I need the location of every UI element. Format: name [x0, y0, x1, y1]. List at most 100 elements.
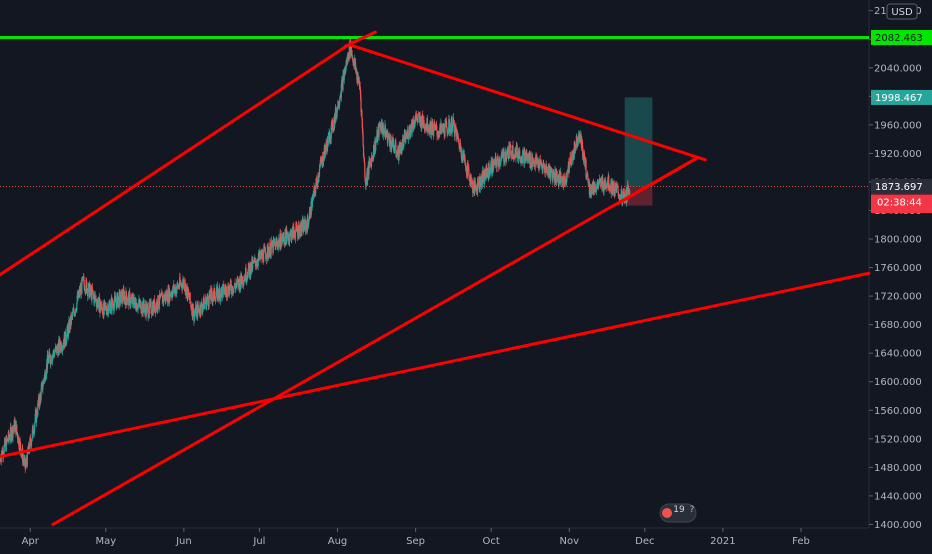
events-badge[interactable]: 19 ?	[659, 503, 697, 523]
candle-body	[423, 120, 425, 129]
y-tick-label: 1960.000	[874, 120, 922, 131]
candle-body	[407, 130, 409, 140]
candle-body	[232, 291, 235, 293]
candle-body	[46, 354, 49, 370]
candle-body	[627, 184, 629, 190]
trendline[interactable]	[0, 271, 871, 459]
candle-body	[90, 285, 92, 293]
candle-body	[101, 303, 103, 308]
candle-body	[370, 157, 373, 168]
candle-body	[457, 134, 459, 139]
trendline[interactable]	[348, 43, 707, 162]
candle-body	[377, 130, 379, 141]
candle-body	[588, 182, 591, 196]
candle-body	[208, 295, 210, 307]
candle-body	[585, 159, 587, 161]
candle-body	[117, 299, 119, 308]
candle-body	[122, 289, 125, 301]
candle-body	[500, 156, 502, 158]
candle-body	[210, 289, 212, 301]
candle-body	[72, 311, 74, 313]
candle-body	[21, 454, 23, 455]
candle-body	[563, 176, 565, 188]
candle-body	[397, 146, 399, 161]
drawing-tools[interactable]	[0, 30, 871, 526]
candle-body	[183, 280, 185, 290]
candle-body	[612, 181, 614, 195]
candle-body	[480, 175, 483, 186]
candle-body	[351, 54, 353, 55]
candle-body	[464, 159, 466, 166]
candle-body	[390, 137, 392, 141]
trendline[interactable]	[51, 156, 700, 526]
candle-body	[455, 130, 457, 132]
candle-body	[569, 161, 571, 165]
candle-body	[104, 301, 106, 303]
candle-body	[462, 150, 465, 160]
candle-body	[394, 149, 396, 151]
candle-body	[388, 138, 391, 146]
candle-body	[459, 143, 462, 152]
candle-body	[140, 301, 142, 313]
candle-body	[441, 127, 443, 130]
candle-body	[360, 90, 362, 98]
candle-body	[557, 176, 559, 186]
candle-body	[65, 342, 67, 344]
candle-body	[499, 163, 501, 166]
candle-body	[42, 386, 44, 391]
candle-body	[31, 438, 33, 442]
candle-body	[475, 186, 477, 191]
candle-body	[382, 124, 384, 131]
candle-body	[176, 282, 178, 289]
x-tick-label: Oct	[483, 536, 500, 547]
candle-body	[483, 170, 485, 184]
candle-body	[233, 286, 235, 288]
candle-body	[19, 440, 21, 451]
y-tick-label: 1800.000	[874, 235, 922, 246]
candle-body	[300, 221, 303, 232]
candle-body	[137, 304, 139, 310]
candle-body	[223, 292, 225, 295]
candle-body	[365, 180, 368, 184]
candle-body	[629, 190, 631, 194]
candle-body	[201, 302, 203, 308]
candle-body	[454, 126, 456, 137]
candle-body	[226, 286, 228, 297]
candle-body	[74, 308, 77, 313]
candle-body	[512, 158, 515, 160]
current-price-label-bg	[871, 178, 932, 194]
candle-body	[596, 184, 598, 186]
candle-body	[585, 174, 588, 178]
candle-body	[606, 184, 608, 185]
candle-body	[85, 279, 88, 283]
currency-badge[interactable]	[886, 3, 918, 20]
candle-body	[619, 195, 621, 199]
candle-body	[174, 289, 176, 292]
trendline[interactable]	[0, 40, 355, 277]
candle-body	[86, 282, 88, 294]
candle-body	[92, 291, 94, 295]
candle-body	[595, 190, 597, 192]
candle-body	[207, 295, 209, 301]
candle-body	[434, 125, 436, 128]
candle-body	[502, 152, 504, 157]
candle-body	[332, 130, 334, 131]
candle-body	[137, 303, 140, 305]
candle-body	[536, 156, 538, 164]
candle-body	[246, 276, 248, 278]
time-axis[interactable]: Apr May Jun Jul Aug Sep Oct Nov Dec 2021 Feb	[22, 528, 810, 547]
candle-body	[150, 313, 153, 315]
currency-label: USD	[891, 7, 913, 18]
candle-body	[320, 160, 322, 162]
candle-body	[492, 159, 494, 171]
candle-body	[379, 125, 381, 128]
candle-body	[245, 280, 248, 282]
stop-zone[interactable]	[624, 186, 653, 206]
candle-body	[317, 176, 319, 187]
candle-body	[132, 294, 134, 298]
candle-body	[280, 239, 282, 248]
candle-body	[61, 346, 64, 351]
trendline[interactable]	[615, 156, 700, 206]
